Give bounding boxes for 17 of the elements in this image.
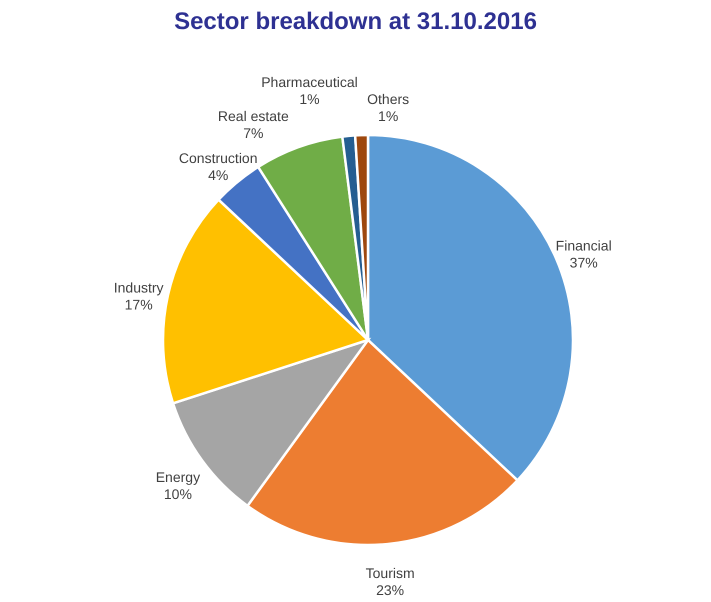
data-label: 1%: [378, 108, 398, 124]
data-label: 7%: [243, 124, 264, 141]
slice-label: Others: [367, 91, 410, 108]
slice-label: Pharmaceutical: [261, 74, 358, 90]
slice-label: Energy: [156, 469, 200, 486]
data-label: 37%: [570, 254, 598, 271]
data-label: 4%: [208, 166, 228, 183]
slice-label: Construction: [178, 150, 258, 166]
data-label: 23%: [376, 582, 404, 598]
data-label: 17%: [124, 296, 153, 313]
data-label: 10%: [164, 486, 192, 502]
slice-label: Real estate: [218, 108, 289, 124]
slice-label: Tourism: [366, 564, 415, 581]
chart-title: Sector breakdown at 31.10.2016: [174, 8, 537, 35]
slice-label: Industry: [114, 280, 164, 296]
slice-label: Financial: [556, 238, 612, 254]
data-label: 1%: [299, 91, 320, 108]
